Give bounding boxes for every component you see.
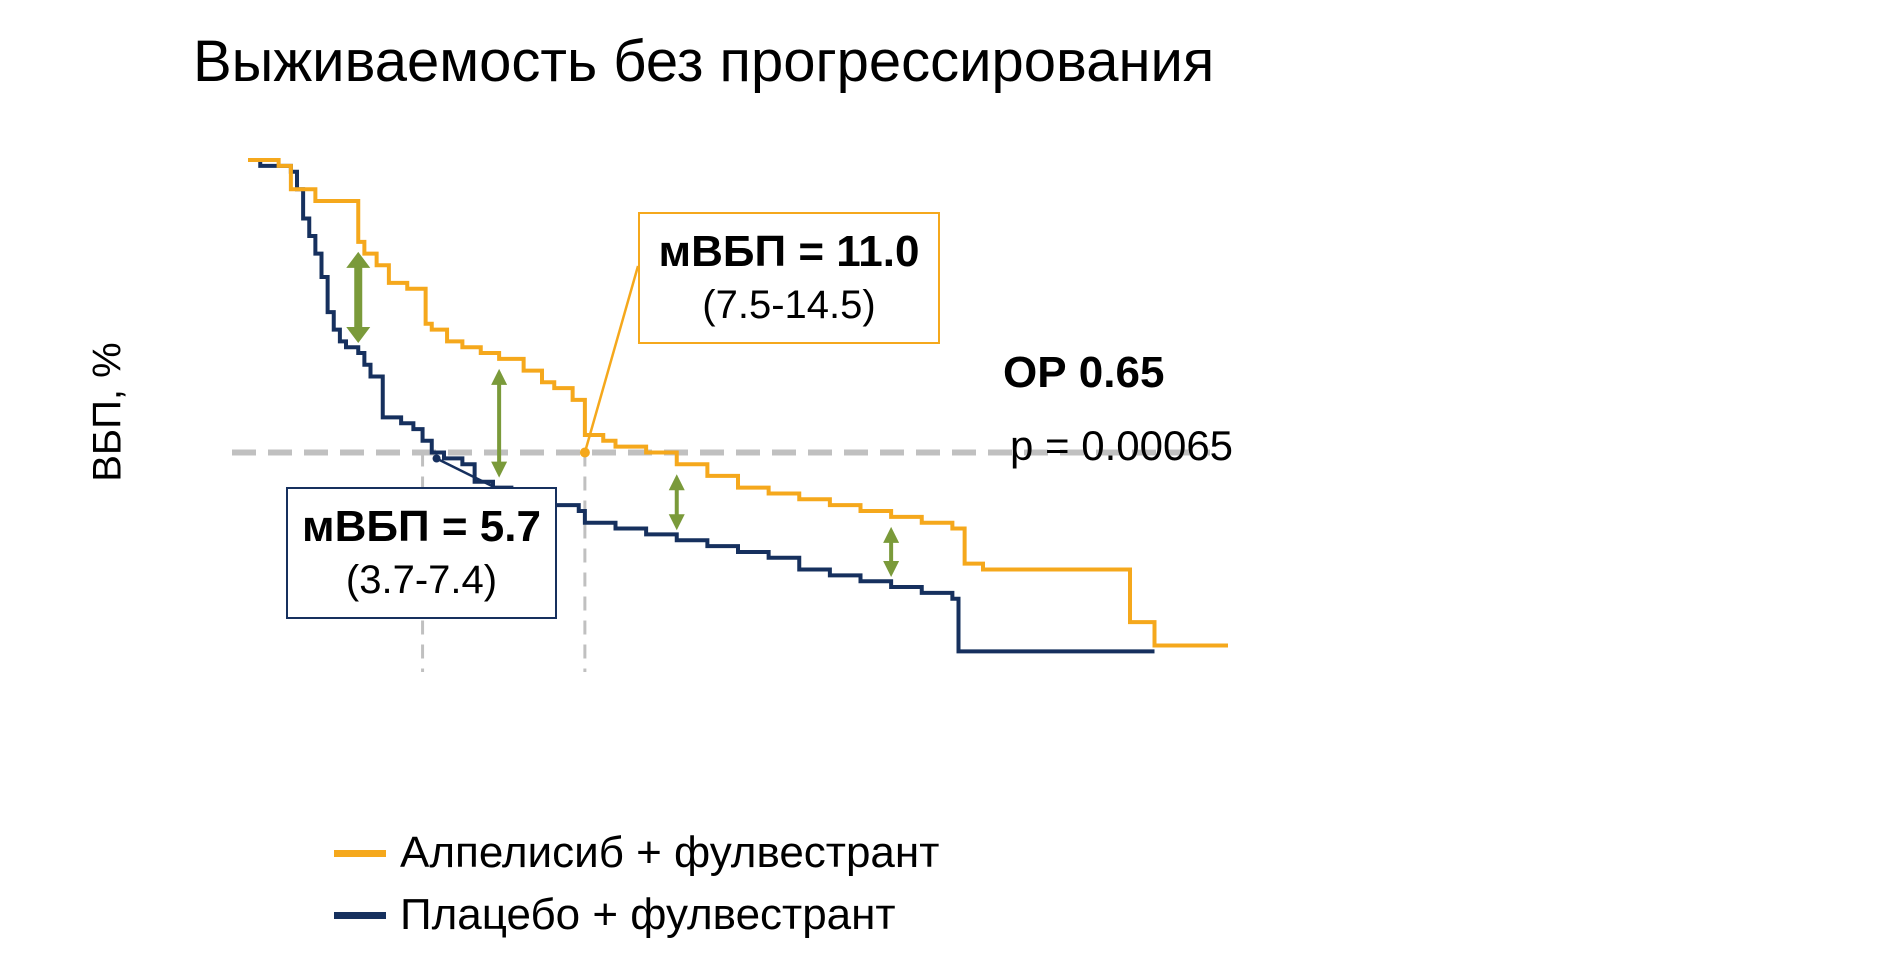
placebo-median-ci: (3.7-7.4): [345, 558, 498, 602]
survival-curves: [248, 158, 1228, 654]
difference-arrow-head-down: [491, 461, 508, 478]
alpelisib-median-label: мВБП = 11.0: [658, 227, 920, 276]
legend-item-placebo: Плацебо + фулвестрант: [334, 884, 939, 946]
alpelisib-curve: [248, 158, 1228, 648]
placebo-curve: [248, 158, 1155, 654]
difference-arrow-head-up: [668, 474, 685, 491]
difference-arrow: [668, 474, 685, 531]
legend-swatch-placebo: [334, 911, 386, 919]
difference-arrow-head-down: [346, 327, 371, 344]
difference-arrow-head-up: [491, 368, 508, 385]
alpelisib-median-point: [579, 447, 590, 458]
difference-arrow: [883, 526, 900, 578]
placebo-median-label: мВБП = 5.7: [302, 502, 541, 551]
callout-leaders: [432, 265, 640, 488]
difference-arrow-head-down: [883, 561, 900, 578]
hazard-ratio: ОР 0.65: [1003, 348, 1165, 397]
alpelisib-median-callout: мВБП = 11.0 (7.5-14.5): [638, 212, 940, 344]
difference-arrow-head-up: [883, 526, 900, 543]
alpelisib-callout-leader: [583, 265, 640, 453]
placebo-median-point: [432, 454, 441, 463]
placebo-callout-leader: [436, 457, 493, 488]
difference-arrow-head-down: [668, 514, 685, 531]
legend-label-placebo: Плацебо + фулвестрант: [400, 890, 896, 939]
placebo-median-callout: мВБП = 5.7 (3.7-7.4): [286, 487, 557, 619]
legend-item-alpelisib: Алпелисиб + фулвестрант: [334, 822, 939, 884]
p-value: p = 0.00065: [1010, 422, 1234, 469]
difference-arrow-head-up: [346, 251, 371, 268]
legend-swatch-alpelisib: [334, 849, 386, 857]
legend-label-alpelisib: Алпелисиб + фулвестрант: [400, 828, 940, 877]
legend: Алпелисиб + фулвестрант Плацебо + фулвес…: [334, 822, 939, 946]
difference-arrows: [346, 251, 900, 578]
difference-arrow: [346, 251, 371, 344]
alpelisib-median-ci: (7.5-14.5): [702, 283, 876, 327]
difference-arrow: [491, 368, 508, 478]
page-title: Выживаемость без прогрессирования: [193, 29, 1215, 94]
